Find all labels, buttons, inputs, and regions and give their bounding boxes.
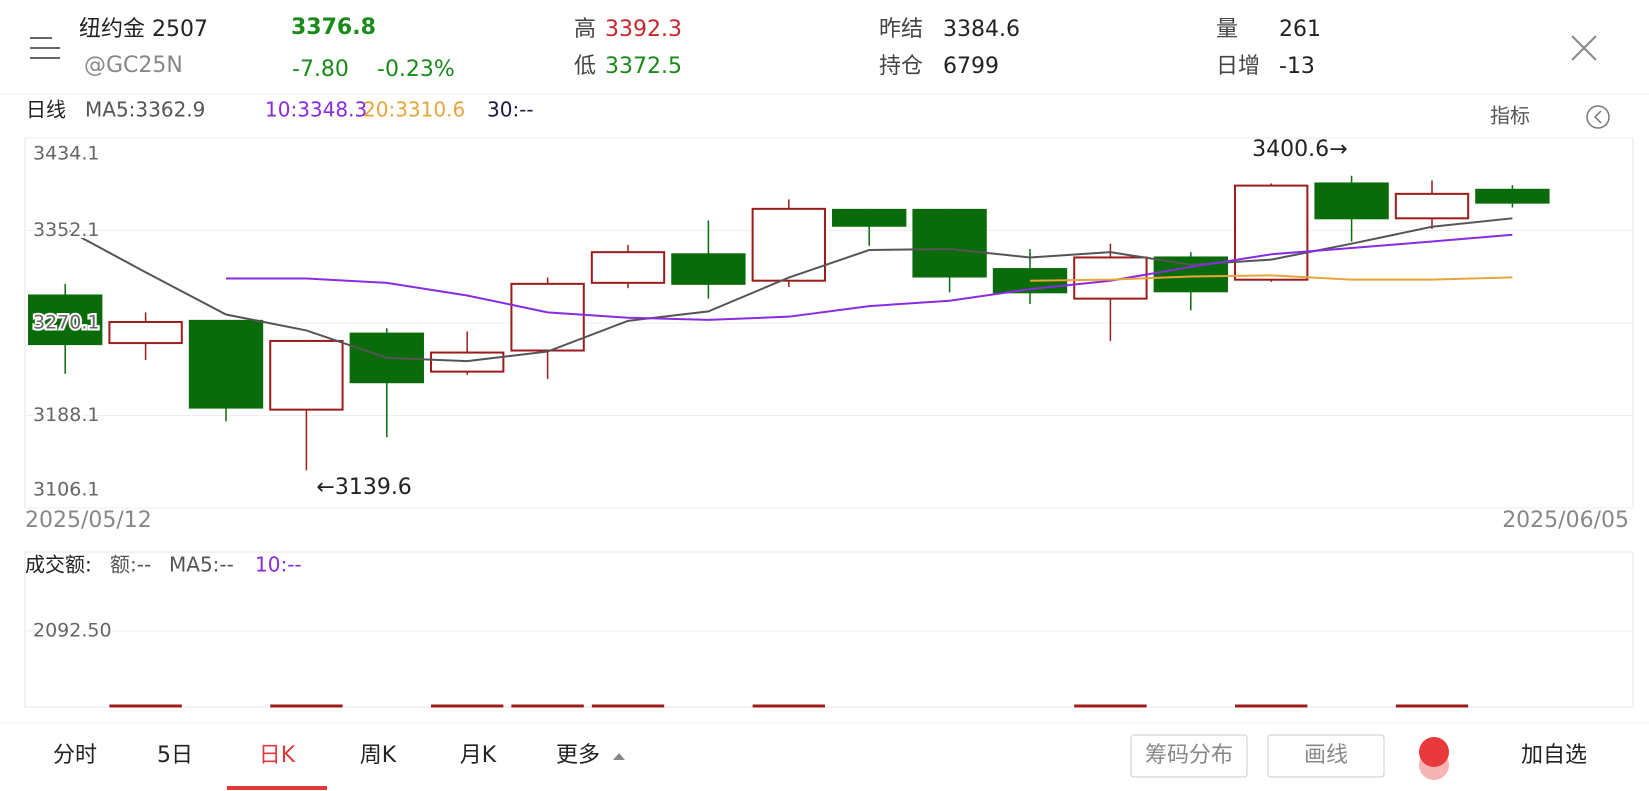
period-tab[interactable]: 月K — [460, 743, 497, 768]
ma-line — [1029, 274, 1513, 282]
candle-body — [510, 282, 585, 352]
candle-body — [108, 320, 183, 345]
low-annotation: ←3139.6 — [316, 475, 411, 500]
x-tick-label: 2025/05/12 — [25, 508, 152, 533]
contract-name: 纽约金 2507 — [79, 17, 208, 42]
candle-body — [188, 319, 264, 409]
active-tab-underline — [227, 786, 327, 790]
y-tick-label: 3270.1 — [33, 312, 99, 334]
price-change: -7.80 — [292, 57, 349, 82]
candle-body — [1475, 188, 1550, 204]
low-value: 3372.5 — [605, 54, 682, 79]
candle-body — [912, 208, 987, 278]
volume-value: 261 — [1279, 17, 1321, 42]
volume-title: 成交额: — [25, 553, 92, 577]
legend-entry: 20:3310.6 — [363, 98, 465, 122]
period-tab[interactable]: 5日 — [157, 743, 193, 768]
x-tick-label: 2025/06/05 — [1502, 508, 1629, 533]
more-caret — [613, 753, 625, 760]
close-button[interactable] — [1571, 35, 1597, 61]
volume-legend-entry: 10:-- — [255, 553, 302, 577]
price-change-pct: -0.23% — [377, 57, 455, 82]
candle-body — [1234, 184, 1309, 281]
high-annotation: 3400.6→ — [1252, 137, 1347, 162]
candle-body — [590, 251, 666, 284]
float-dot[interactable] — [1419, 737, 1449, 767]
volume-legend-entry: 额:-- — [110, 553, 151, 577]
chip-button[interactable] — [1130, 734, 1248, 778]
contract-code: @GC25N — [84, 53, 183, 78]
period-tab[interactable]: 日K — [259, 743, 296, 768]
settle-label: 昨结 — [879, 17, 923, 42]
draw-button-label[interactable]: 画线 — [1304, 743, 1348, 768]
indicator-button[interactable]: 指标 — [1490, 104, 1530, 128]
chip-button-label[interactable]: 筹码分布 — [1145, 743, 1233, 768]
legend-entry: 30:-- — [487, 98, 534, 122]
draw-button[interactable] — [1267, 734, 1385, 778]
settle-value: 3384.6 — [943, 17, 1020, 42]
volume-tick-label: 2092.50 — [33, 620, 112, 642]
legend-entry: MA5:3362.9 — [85, 98, 205, 122]
period-tab[interactable]: 分时 — [53, 743, 97, 768]
last-price: 3376.8 — [291, 15, 376, 40]
volume-legend-entry: MA5:-- — [169, 553, 234, 577]
volume-label: 量 — [1216, 17, 1238, 42]
indicator-icon[interactable] — [1586, 105, 1610, 129]
add-watchlist[interactable]: 加自选 — [1521, 743, 1587, 768]
candle-body — [28, 294, 103, 346]
low-label: 低 — [574, 54, 596, 79]
oi-value: 6799 — [943, 54, 999, 79]
candle-body — [1314, 182, 1389, 220]
ma-line — [226, 233, 1513, 321]
oi-label: 持仓 — [879, 54, 923, 79]
period-tab[interactable]: 周K — [360, 743, 397, 768]
volume-panel — [24, 551, 1634, 708]
daily-value: -13 — [1279, 54, 1315, 79]
legend-entry: 10:3348.3 — [265, 98, 367, 122]
y-tick-label: 3188.1 — [33, 404, 99, 426]
candle-body — [269, 339, 344, 411]
menu-icon[interactable] — [30, 37, 60, 59]
high-value: 3392.3 — [605, 17, 682, 42]
candle-body — [1394, 192, 1470, 220]
ma-line — [64, 217, 1513, 363]
candle-body — [671, 253, 746, 285]
y-tick-label: 3106.1 — [33, 479, 99, 501]
period-tab[interactable]: 更多 — [556, 743, 600, 768]
y-tick-label: 3352.1 — [33, 219, 99, 241]
y-tick-label: 3434.1 — [33, 143, 99, 165]
daily-label: 日增 — [1216, 54, 1260, 79]
candle-body — [832, 208, 907, 227]
period-label: 日线 — [26, 98, 66, 122]
high-label: 高 — [574, 17, 596, 42]
